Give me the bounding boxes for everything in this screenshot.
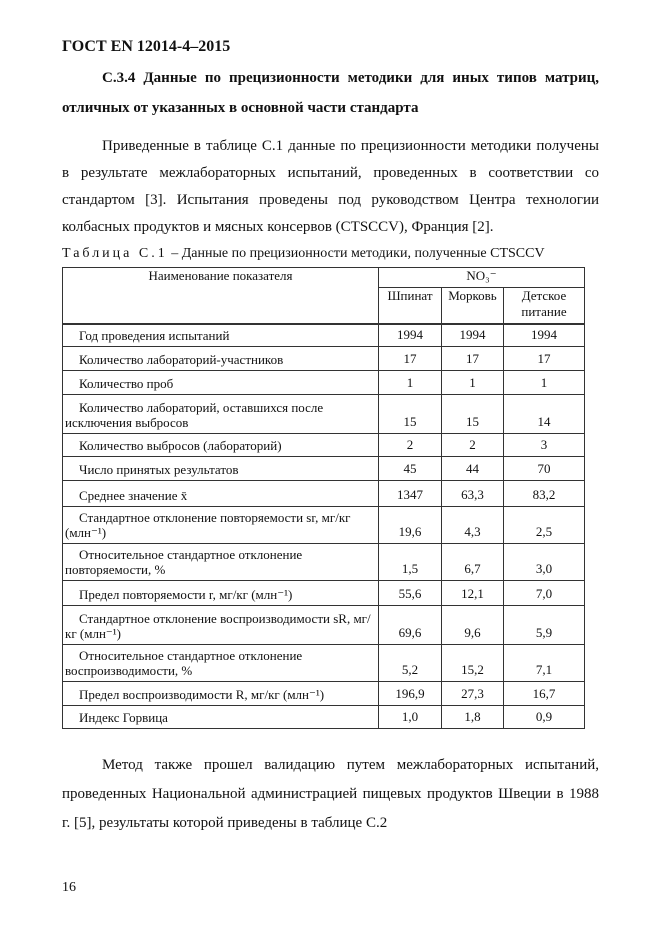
cell-value: 70 [503,456,585,481]
cell-value: 1994 [441,322,504,347]
caption-text: – Данные по прецизионности методики, пол… [167,246,545,261]
table-row: Относительное стандартное отклонение пов… [62,543,585,581]
table-row: Среднее значение x̄ 1347 63,3 83,2 [62,480,585,507]
cell-value: 4,3 [441,506,504,544]
cell-value: 15 [441,394,504,434]
table-row: Количество выбросов (лабораторий) 2 2 3 [62,433,585,457]
cell-value: 44 [441,456,504,481]
cell-value: 0,9 [503,705,585,729]
cell-value: 5,9 [503,605,585,645]
col-header: Шпинат [378,287,442,324]
cell-value: 7,1 [503,644,585,682]
table-row: Индекс Горвица 1,0 1,8 0,9 [62,705,585,729]
cell-value: 27,3 [441,681,504,706]
row-name: Количество лабораторий, оставшихся после… [62,394,379,434]
row-name: Относительное стандартное отклонение пов… [62,543,379,581]
standard-header: ГОСТ EN 12014-4–2015 [62,38,231,55]
cell-value: 17 [441,346,504,371]
cell-value: 15 [378,394,442,434]
cell-value: 1,8 [441,705,504,729]
cell-value: 1,5 [378,543,442,581]
row-name: Количество лабораторий-участников [62,346,379,371]
cell-value: 7,0 [503,580,585,606]
table-row: Количество лабораторий-участников 17 17 17 [62,346,585,371]
cell-value: 15,2 [441,644,504,682]
cell-value: 6,7 [441,543,504,581]
table-row: Стандартное отклонение повторяемости sr,… [62,506,585,544]
row-name: Количество выбросов (лабораторий) [62,433,379,457]
row-name: Относительное стандартное отклонение вос… [62,644,379,682]
cell-value: 19,6 [378,506,442,544]
cell-value: 1347 [378,480,442,507]
table-row: Стандартное отклонение воспроизводимости… [62,605,585,645]
cell-value: 12,1 [441,580,504,606]
cell-value: 2 [441,433,504,457]
cell-value: 63,3 [441,480,504,507]
paragraph: Метод также прошел валидацию путем межла… [62,757,599,831]
table-row: Год проведения испытаний 1994 1994 1994 [62,322,585,347]
cell-value: 16,7 [503,681,585,706]
paragraph: Приведенные в таблице С.1 данные по прец… [62,138,599,235]
row-name: Стандартное отклонение воспроизводимости… [62,605,379,645]
cell-value: 69,6 [378,605,442,645]
table-row: Относительное стандартное отклонение вос… [62,644,585,682]
cell-value: 1 [441,370,504,395]
cell-value: 45 [378,456,442,481]
table-row: Число принятых результатов 45 44 70 [62,456,585,481]
row-name: Количество проб [62,370,379,395]
row-name: Среднее значение x̄ [62,480,379,507]
table-row: Предел повторяемости r, мг/кг (млн⁻¹) 55,… [62,580,585,606]
row-name: Предел повторяемости r, мг/кг (млн⁻¹) [62,580,379,606]
cell-value: 5,2 [378,644,442,682]
cell-value: 9,6 [441,605,504,645]
row-name: Индекс Горвица [62,705,379,729]
cell-value: 1 [503,370,585,395]
cell-value: 14 [503,394,585,434]
cell-value: 196,9 [378,681,442,706]
cell-value: 83,2 [503,480,585,507]
cell-value: 17 [503,346,585,371]
row-name: Предел воспроизводимости R, мг/кг (млн⁻¹… [62,681,379,706]
cell-value: 3,0 [503,543,585,581]
cell-value: 1 [378,370,442,395]
cell-value: 2 [378,433,442,457]
table-caption: Таблица С.1 – Данные по прецизионности м… [62,245,599,263]
table-row: Количество проб 1 1 1 [62,370,585,395]
cell-value: 1994 [503,322,585,347]
col-header-name: Наименование показателя [62,267,379,324]
table-row: Количество лабораторий, оставшихся после… [62,394,585,434]
precision-table: Наименование показателя NO₃⁻ Шпинат Морков… [62,267,585,729]
row-name: Стандартное отклонение повторяемости sr,… [62,506,379,544]
cell-value: 2,5 [503,506,585,544]
table-row: Предел воспроизводимости R, мг/кг (млн⁻¹… [62,681,585,706]
cell-value: 3 [503,433,585,457]
col-header: Морковь [441,287,504,324]
caption-label: Таблица С.1 [62,246,168,261]
cell-value: 17 [378,346,442,371]
page-number: 16 [62,880,76,895]
cell-value: 1,0 [378,705,442,729]
row-name: Число принятых результатов [62,456,379,481]
col-header-group: NO₃⁻ [378,267,585,288]
col-header: Детское питание [503,287,585,324]
cell-value: 1994 [378,322,442,347]
row-name: Год проведения испытаний [62,322,379,347]
section-heading: С.3.4 Данные по прецизионности методики … [62,70,599,116]
cell-value: 55,6 [378,580,442,606]
